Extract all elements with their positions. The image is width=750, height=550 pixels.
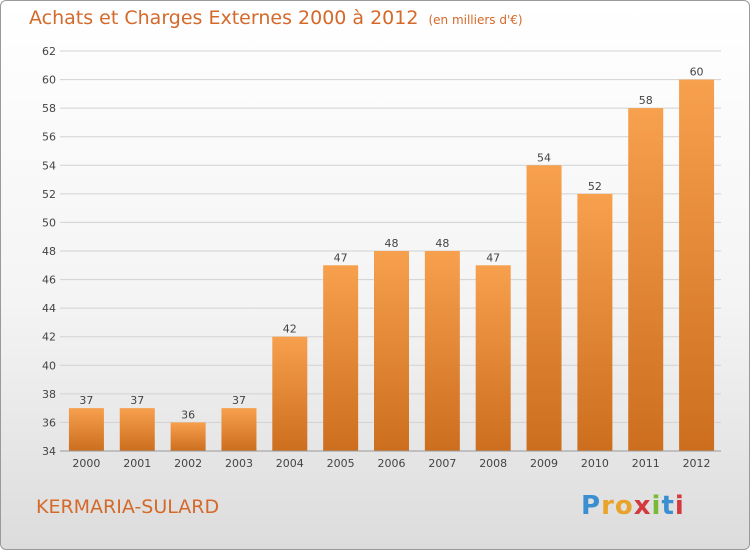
bar-2003 [221, 408, 257, 451]
y-tick-label: 38 [42, 388, 56, 401]
proxiti-logo: Proxiti [581, 491, 685, 521]
y-tick-label: 42 [42, 331, 56, 344]
logo-letter: o [614, 491, 634, 521]
data-label-2001: 37 [130, 394, 144, 407]
x-tick-label-2010: 2010 [581, 457, 609, 470]
y-tick-label: 54 [42, 159, 56, 172]
bar-2000 [68, 408, 104, 451]
bar-2001 [119, 408, 155, 451]
data-label-2010: 52 [588, 180, 602, 193]
x-tick-label-2002: 2002 [174, 457, 202, 470]
logo-letter: i [674, 491, 685, 521]
logo-letter: i [651, 491, 662, 521]
y-tick-label: 58 [42, 102, 56, 115]
bar-2011 [628, 108, 664, 452]
data-label-2012: 60 [690, 66, 704, 79]
chart-title: Achats et Charges Externes 2000 à 2012 (e… [29, 7, 523, 29]
data-label-2002: 36 [181, 408, 195, 421]
bar-2009 [526, 165, 562, 452]
data-label-2008: 47 [486, 251, 500, 264]
x-tick-label-2000: 2000 [72, 457, 100, 470]
x-tick-label-2009: 2009 [530, 457, 558, 470]
x-tick-label-2006: 2006 [378, 457, 406, 470]
y-tick-label: 46 [42, 274, 56, 287]
x-tick-label-2011: 2011 [632, 457, 660, 470]
x-tick-label-2012: 2012 [683, 457, 711, 470]
y-tick-label: 36 [42, 416, 56, 429]
data-label-2011: 58 [639, 94, 653, 107]
x-tick-label-2004: 2004 [276, 457, 304, 470]
y-axis-ticks: 34 36 38 40 42 44 46 48 50 52 54 56 58 60 62 [42, 45, 56, 458]
data-label-2003: 37 [232, 394, 246, 407]
data-label-2009: 54 [537, 151, 551, 164]
x-axis-ticks: 2000 2001 2002 2003 2004 2005 2006 2007 2008 2009… [72, 457, 710, 470]
bar-2012 [679, 79, 715, 452]
data-label-2005: 47 [334, 251, 348, 264]
unit-note: (en milliers d'€) [428, 13, 523, 27]
logo-letter: x [633, 491, 652, 521]
y-tick-label: 44 [42, 302, 56, 315]
y-tick-label: 34 [42, 445, 56, 458]
bar-2005 [323, 265, 359, 451]
chart-title-text: Achats et Charges Externes 2000 à 2012 [29, 7, 419, 29]
y-tick-label: 40 [42, 359, 56, 372]
bar-2006 [374, 251, 409, 451]
x-tick-label-2003: 2003 [225, 457, 253, 470]
bar-2004 [272, 336, 308, 451]
y-tick-label: 52 [42, 188, 56, 201]
x-tick-label-2008: 2008 [479, 457, 507, 470]
commune-name: KERMARIA-SULARD [36, 496, 220, 518]
bar-2008 [475, 265, 511, 451]
bar-2007 [424, 251, 460, 451]
data-label-2007: 48 [435, 237, 449, 250]
data-label-2000: 37 [79, 394, 93, 407]
y-tick-label: 62 [42, 45, 56, 58]
bars: 37 37 36 37 42 47 48 48 47 54 52 58 60 [68, 66, 715, 452]
y-tick-label: 60 [42, 74, 56, 87]
bar-2002 [170, 422, 206, 451]
y-tick-label: 48 [42, 245, 56, 258]
x-tick-label-2001: 2001 [123, 457, 151, 470]
data-label-2006: 48 [385, 237, 399, 250]
y-tick-label: 50 [42, 216, 56, 229]
logo-letter: r [601, 491, 615, 521]
x-tick-label-2007: 2007 [428, 457, 456, 470]
y-tick-label: 56 [42, 131, 56, 144]
bar-2010 [577, 193, 613, 451]
logo-letter: t [661, 491, 675, 521]
data-label-2004: 42 [283, 323, 297, 336]
x-tick-label-2005: 2005 [327, 457, 355, 470]
logo-letter: P [581, 491, 602, 521]
